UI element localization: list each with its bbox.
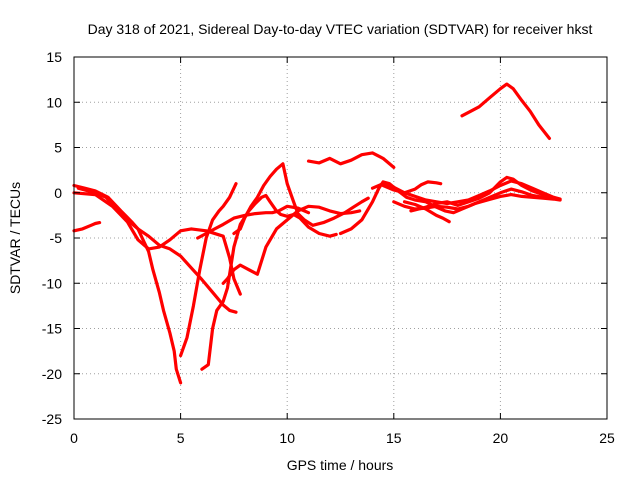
- x-tick-label: 15: [386, 430, 402, 446]
- y-tick-label: 5: [54, 140, 62, 156]
- y-axis-label: SDTVAR / TECUs: [7, 182, 23, 294]
- data-series-group: [72, 82, 562, 385]
- chart-title: Day 318 of 2021, Sidereal Day-to-day VTE…: [88, 21, 593, 37]
- series-track-17: [460, 82, 552, 140]
- x-tick-label: 0: [70, 430, 78, 446]
- plot-frame: [73, 56, 608, 420]
- y-tick-label: -25: [42, 411, 62, 427]
- series-track-5: [179, 182, 238, 358]
- x-tick-labels: 0 5 10 15 20 25: [70, 430, 615, 446]
- y-tick-label: 15: [46, 49, 62, 65]
- y-tick-label: 10: [46, 94, 62, 110]
- series-track-2: [72, 221, 102, 233]
- x-tick-label: 25: [599, 430, 615, 446]
- series-track-6: [200, 193, 338, 371]
- axis-ticks: [73, 56, 608, 420]
- series-track-15: [402, 200, 451, 224]
- series-track-7: [232, 162, 370, 236]
- x-tick-label: 5: [177, 430, 185, 446]
- grid-lines: [74, 57, 607, 419]
- series-track-10: [306, 151, 396, 169]
- series-track-1: [72, 183, 183, 385]
- x-axis-label: GPS time / hours: [287, 457, 394, 473]
- x-tick-label: 10: [279, 430, 295, 446]
- y-tick-labels: -25 -20 -15 -10 -5 0 5 10 15: [42, 49, 62, 427]
- series-track-16: [409, 175, 556, 213]
- y-tick-label: -15: [42, 321, 62, 337]
- series-track-4: [76, 186, 238, 314]
- series-track-11: [338, 180, 562, 236]
- series-track-9: [196, 204, 311, 240]
- series-track-14: [381, 180, 443, 195]
- y-tick-label: -20: [42, 366, 62, 382]
- y-tick-label: -10: [42, 275, 62, 291]
- x-tick-label: 20: [493, 430, 509, 446]
- series-track-8: [221, 204, 362, 285]
- y-tick-label: 0: [54, 185, 62, 201]
- y-tick-label: -5: [50, 230, 63, 246]
